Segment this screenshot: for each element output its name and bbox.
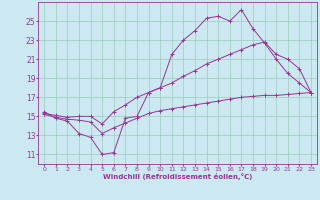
X-axis label: Windchill (Refroidissement éolien,°C): Windchill (Refroidissement éolien,°C) — [103, 173, 252, 180]
